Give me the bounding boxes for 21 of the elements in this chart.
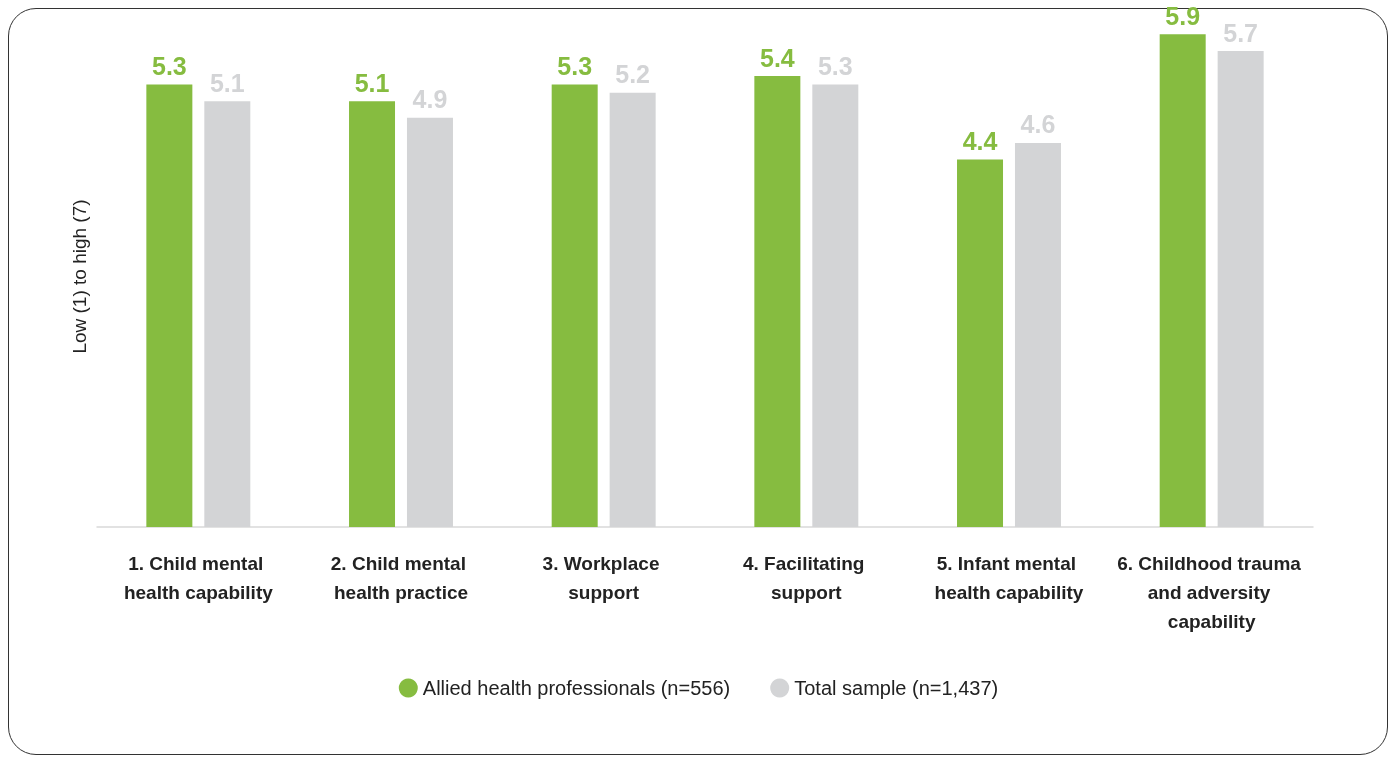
data-label: 4.4 [962,127,998,156]
data-label: 5.1 [354,68,390,97]
legend-label: Allied health professionals (n=556) [422,677,731,699]
x-tick-label: 2. Child mental health practice [330,553,472,603]
x-tick-label: 1. Child mental health capability [123,553,274,603]
x-tick-label: 4. Facilitating support [742,553,870,603]
legend-label: Total sample (n=1,437) [794,677,999,699]
bar [551,84,598,527]
bar [1159,34,1206,527]
data-label: 5.3 [557,51,593,80]
x-tick-label: 6. Childhood trauma and adversity capability [1117,553,1307,632]
bar [349,101,396,527]
bar [146,84,193,527]
data-label: 5.9 [1165,1,1201,30]
bar [754,76,801,527]
bar [957,159,1004,527]
x-tick-label: 3. Workplace support [542,553,665,603]
data-label: 5.4 [759,43,795,72]
y-axis-title: Low (1) to high (7) [69,199,90,354]
x-tick-label: 5. Infant mental health capability [934,553,1084,603]
data-label: 5.3 [151,51,187,80]
